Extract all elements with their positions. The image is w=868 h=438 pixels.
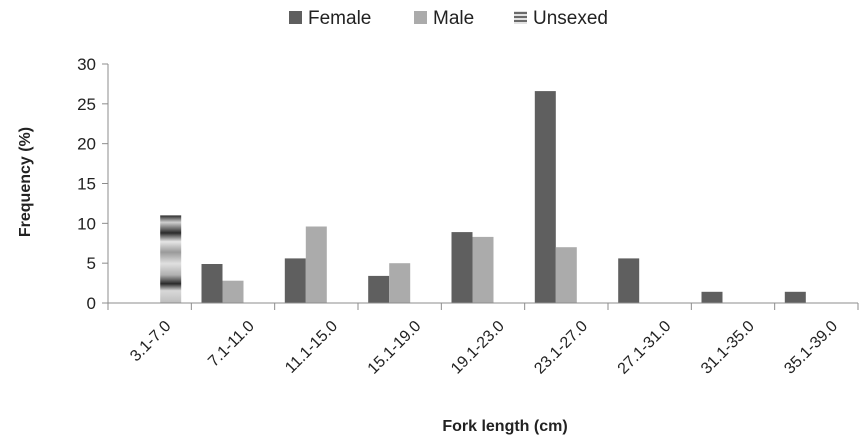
bar-female-11-1-15-0 <box>284 258 306 303</box>
bar-male-19-1-23-0 <box>472 236 494 303</box>
bar-male-11-1-15-0 <box>305 226 327 303</box>
bar-unsexed-3-1-7-0 <box>160 215 182 303</box>
bar-female-35-1-39-0 <box>784 291 806 303</box>
x-tick-label-35-1-39-0: 35.1-39.0 <box>781 318 841 378</box>
y-tick-label: 15 <box>77 175 96 194</box>
x-tick-label-31-1-35-0: 31.1-35.0 <box>698 318 758 378</box>
bar-male-15-1-19-0 <box>389 263 411 303</box>
legend-swatch-female <box>289 11 302 24</box>
y-tick-label: 5 <box>87 254 96 273</box>
bar-male-7-1-11-0 <box>222 280 244 303</box>
legend-swatch-male <box>414 11 427 24</box>
x-tick-label-19-1-23-0: 19.1-23.0 <box>448 318 508 378</box>
legend-label-male: Male <box>433 8 474 29</box>
bars <box>160 91 806 303</box>
y-tick-label: 30 <box>77 55 96 74</box>
x-tick-label-15-1-19-0: 15.1-19.0 <box>365 318 425 378</box>
bar-female-7-1-11-0 <box>201 264 223 303</box>
y-tick-label: 10 <box>77 214 96 233</box>
x-tick-label-7-1-11-0: 7.1-11.0 <box>205 318 258 371</box>
bar-female-27-1-31-0 <box>618 258 640 303</box>
y-tick-label: 25 <box>77 95 96 114</box>
bar-female-19-1-23-0 <box>451 232 473 303</box>
x-axis-label: Fork length (cm) <box>442 418 567 435</box>
bar-female-15-1-19-0 <box>368 275 390 303</box>
x-tick-label-23-1-27-0: 23.1-27.0 <box>531 318 591 378</box>
x-tick-label-27-1-31-0: 27.1-31.0 <box>615 318 675 378</box>
y-axis: 0 5 10 15 20 25 30 <box>77 55 109 313</box>
legend-label-female: Female <box>308 8 371 29</box>
x-tick-label-3-1-7-0: 3.1-7.0 <box>127 318 174 365</box>
bar-female-23-1-27-0 <box>534 91 556 303</box>
bar-female-31-1-35-0 <box>701 291 723 303</box>
x-tick-label-11-1-15-0: 11.1-15.0 <box>282 318 341 377</box>
legend-swatch-unsexed <box>514 11 527 24</box>
y-axis-label: Frequency (%) <box>17 127 34 237</box>
y-tick-label: 20 <box>77 135 96 154</box>
legend: Female Male Unsexed <box>289 8 608 29</box>
legend-label-unsexed: Unsexed <box>533 8 608 29</box>
bar-male-23-1-27-0 <box>555 247 577 303</box>
x-axis: 3.1-7.0 7.1-11.0 11.1-15.0 15.1-19.0 19.1-23… <box>107 302 859 378</box>
y-tick-label: 0 <box>87 294 96 313</box>
